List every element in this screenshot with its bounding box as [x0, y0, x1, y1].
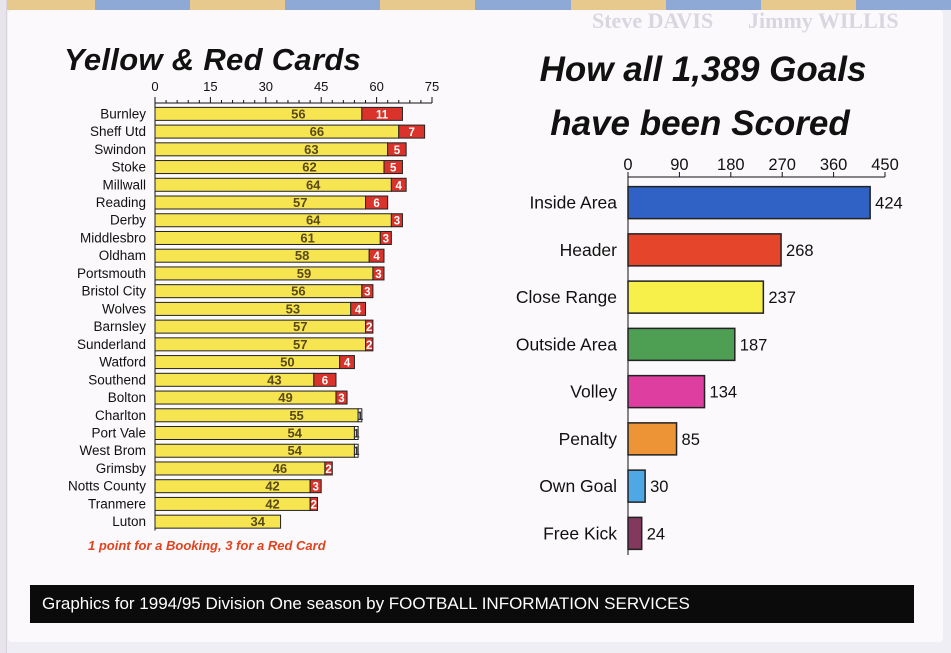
goals-value-label: 268: [786, 242, 814, 260]
goals-category-label: Close Range: [516, 287, 617, 307]
goals-bar: [628, 470, 645, 502]
goals-value-label: 85: [682, 431, 700, 449]
goals-category-label: Penalty: [559, 429, 618, 449]
goals-bar: [628, 234, 781, 266]
caption-bar: Graphics for 1994/95 Division One season…: [30, 585, 914, 623]
goals-x-tick-label: 0: [623, 156, 632, 174]
goals-x-tick-label: 360: [820, 156, 848, 174]
goals-x-tick-label: 90: [670, 156, 688, 174]
goals-bar: [628, 328, 735, 360]
goals-category-label: Volley: [570, 382, 617, 402]
goals-category-label: Inside Area: [529, 193, 617, 213]
goals-value-label: 237: [768, 289, 796, 307]
goals-category-label: Own Goal: [539, 476, 617, 496]
goals-x-tick-label: 270: [768, 156, 796, 174]
goals-bar: [628, 517, 642, 549]
goals-category-label: Free Kick: [543, 523, 617, 543]
goals-value-label: 30: [650, 478, 668, 496]
goals-value-label: 134: [710, 384, 738, 402]
goals-x-tick-label: 180: [717, 156, 745, 174]
goals-value-label: 424: [875, 195, 903, 213]
goals-bar: [628, 187, 870, 219]
cards-chart-note: 1 point for a Booking, 3 for a Red Card: [88, 538, 326, 553]
goals-bar: [628, 281, 763, 313]
goals-x-tick-label: 450: [871, 156, 899, 174]
goals-category-label: Outside Area: [516, 334, 617, 354]
goals-bar: [628, 376, 705, 408]
goals-bar: [628, 423, 677, 455]
goals-value-label: 24: [647, 525, 665, 543]
goals-value-label: 187: [740, 336, 768, 354]
goals-category-label: Header: [560, 240, 618, 260]
